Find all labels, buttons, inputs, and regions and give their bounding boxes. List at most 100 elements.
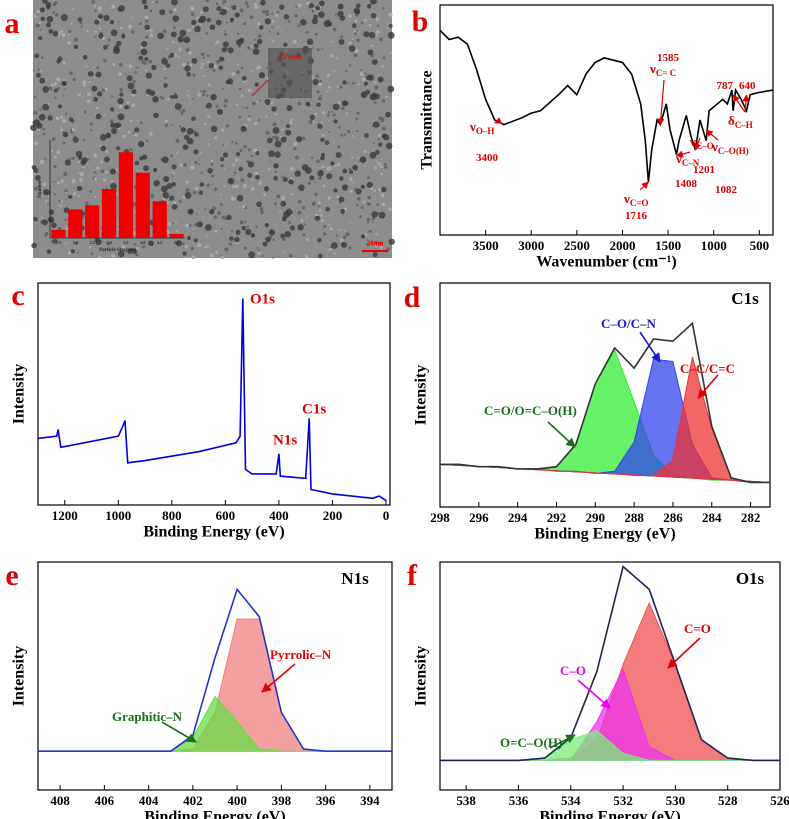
noise (200, 66, 203, 69)
pointer-arrow (697, 374, 719, 399)
nanoparticle (198, 17, 205, 24)
nanoparticle (30, 124, 37, 132)
nanoparticle (324, 140, 330, 146)
noise (159, 96, 162, 99)
noise (374, 166, 378, 170)
noise (328, 130, 331, 133)
noise (238, 115, 242, 119)
x-tick-label: 2.5 (90, 240, 95, 245)
noise (77, 93, 81, 97)
nanoparticle (177, 35, 184, 43)
noise (118, 62, 123, 67)
nanoparticle (162, 191, 170, 199)
noise (221, 128, 225, 132)
band-wavenumber: 1408 (675, 178, 698, 190)
nanoparticle (141, 40, 148, 47)
spectrum-title: C1s (731, 289, 759, 308)
spectrum-line (440, 565, 780, 762)
bar (51, 229, 66, 238)
x-tick-label: 1000 (105, 508, 131, 523)
noise (56, 86, 61, 91)
nanoparticle (36, 122, 43, 129)
noise (288, 221, 291, 224)
noise (366, 217, 370, 222)
noise (225, 124, 230, 128)
x-tick-label: 290 (586, 510, 606, 525)
noise (199, 151, 202, 154)
noise (200, 10, 203, 14)
noise (32, 69, 35, 72)
noise (341, 106, 345, 111)
nanoparticle (117, 113, 125, 121)
nanoparticle (143, 4, 149, 10)
component-label: C=O (684, 621, 711, 636)
noise (280, 196, 285, 201)
noise (306, 30, 309, 34)
noise (216, 40, 220, 44)
noise (104, 170, 108, 174)
noise (100, 169, 105, 174)
noise (64, 113, 68, 116)
nanoparticle (73, 44, 79, 50)
noise (318, 82, 322, 86)
noise (36, 9, 41, 14)
noise (61, 33, 66, 37)
noise (332, 113, 336, 117)
noise (295, 5, 298, 9)
noise (82, 82, 87, 87)
noise (71, 179, 76, 183)
noise (167, 98, 170, 101)
nanoparticle (305, 101, 310, 107)
noise (240, 94, 244, 98)
nanoparticle (115, 146, 121, 151)
nanoparticle (317, 238, 322, 243)
noise (175, 230, 179, 233)
nanoparticle (255, 174, 260, 180)
noise (98, 27, 101, 30)
nanoparticle (121, 34, 126, 39)
noise (116, 223, 119, 226)
band-symbol: ν (689, 134, 696, 149)
x-axis-label: Particle Size(nm) (99, 248, 136, 253)
noise (349, 64, 352, 67)
noise (39, 69, 43, 72)
component-label: Pyrrolic–N (270, 647, 332, 662)
noise (265, 66, 268, 69)
noise (311, 201, 316, 206)
noise (348, 14, 352, 18)
noise (34, 141, 38, 146)
band-value: 1716 (625, 210, 648, 222)
noise (258, 182, 262, 186)
noise (105, 150, 109, 153)
nanoparticle (280, 136, 287, 143)
noise (210, 162, 214, 166)
x-axis-label: Binding Energy (eV) (144, 809, 285, 819)
noise (140, 46, 143, 49)
noise (207, 83, 211, 87)
noise (216, 59, 220, 64)
noise (32, 14, 36, 18)
nanoparticle (174, 103, 182, 110)
nanoparticle (182, 251, 187, 256)
nanoparticle (231, 5, 237, 11)
noise (60, 200, 64, 203)
nanoparticle (317, 123, 323, 129)
x-tick-label: 526 (770, 793, 789, 808)
noise (212, 206, 216, 211)
noise (190, 247, 194, 251)
nanoparticle (42, 103, 50, 111)
x-tick-label: 396 (316, 793, 336, 808)
nanoparticle (282, 177, 288, 183)
nanoparticle (215, 19, 222, 26)
noise (268, 30, 271, 33)
x-tick-label: 4.5 (157, 240, 162, 245)
noise (223, 184, 226, 188)
noise (39, 108, 42, 111)
x-tick-label: 286 (663, 510, 683, 525)
nanoparticle (76, 185, 83, 192)
noise (202, 75, 205, 78)
noise (329, 246, 332, 249)
noise (254, 5, 259, 10)
nanoparticle (342, 168, 348, 174)
noise (88, 245, 92, 249)
